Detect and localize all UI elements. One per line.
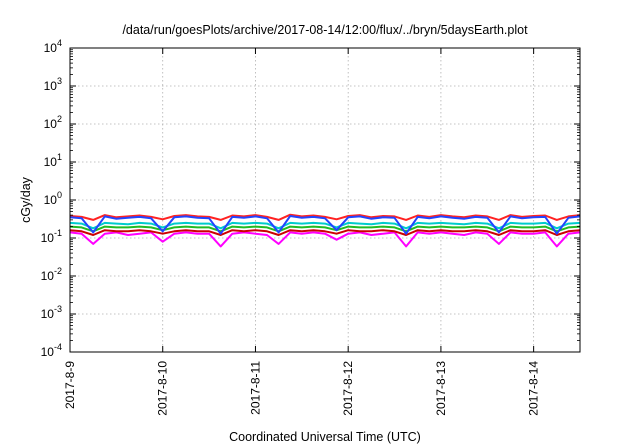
x-tick-label: 2017-8-9	[63, 361, 77, 409]
series-line-1	[69, 231, 581, 248]
y-axis-label: cGy/day	[19, 176, 33, 223]
y-tick-label: 100	[44, 190, 62, 207]
y-tick-label: 10-3	[41, 304, 62, 321]
y-tick-label: 10-1	[41, 228, 62, 245]
series-line-2	[69, 229, 581, 236]
chart-title: /data/run/goesPlots/archive/2017-08-14/1…	[122, 23, 528, 37]
grid	[70, 48, 580, 352]
series-group	[69, 213, 581, 248]
y-axis: 10-4 10-3 10-2 10-1 100 101 102 103 104	[41, 38, 580, 359]
y-tick-label: 104	[44, 38, 62, 55]
x-tick-label: 2017-8-10	[156, 361, 170, 416]
x-tick-label: 2017-8-11	[248, 361, 262, 415]
series-line-6	[69, 215, 581, 235]
y-tick-label: 102	[44, 114, 62, 131]
x-axis-label: Coordinated Universal Time (UTC)	[229, 430, 421, 444]
x-axis: 2017-8-9 2017-8-10 2017-8-11 2017-8-12 2017-…	[63, 48, 541, 416]
y-tick-label: 10-2	[41, 266, 62, 283]
series-line-5	[69, 213, 581, 221]
y-tick-label: 103	[44, 76, 62, 93]
x-tick-label: 2017-8-13	[434, 361, 448, 416]
series-line-3	[69, 225, 581, 233]
x-tick-label: 2017-8-14	[527, 361, 541, 416]
x-tick-label: 2017-8-12	[341, 361, 355, 416]
y-tick-label: 101	[44, 152, 62, 169]
y-tick-label: 10-4	[41, 342, 62, 359]
